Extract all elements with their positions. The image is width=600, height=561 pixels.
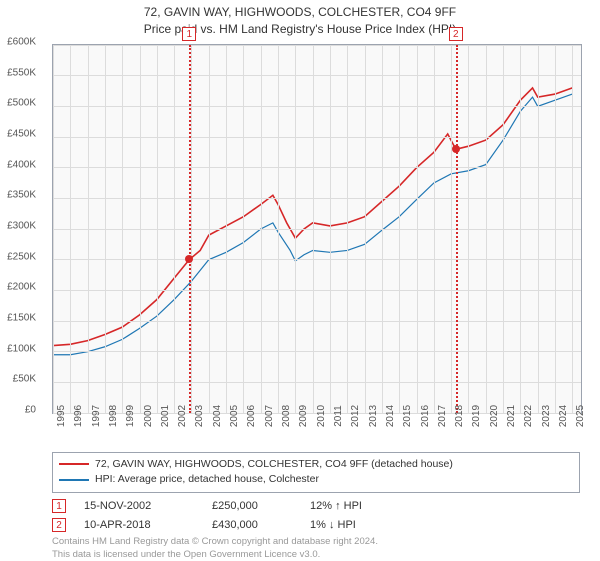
marker-line: [456, 45, 458, 413]
y-tick-label: £450K: [7, 129, 36, 140]
x-tick-label: 2000: [143, 404, 154, 426]
x-tick-label: 1996: [73, 404, 84, 426]
transaction-date: 15-NOV-2002: [84, 497, 194, 516]
x-tick-label: 2001: [160, 404, 171, 426]
x-tick-label: 1995: [56, 404, 67, 426]
y-tick-label: £500K: [7, 98, 36, 109]
transaction-badge: 2: [52, 518, 66, 532]
x-tick-label: 2022: [523, 404, 534, 426]
x-tick-label: 2023: [541, 404, 552, 426]
y-tick-label: £100K: [7, 343, 36, 354]
y-tick-label: £0: [25, 405, 36, 416]
y-tick-label: £250K: [7, 251, 36, 262]
x-tick-label: 2020: [489, 404, 500, 426]
x-tick-label: 2010: [316, 404, 327, 426]
x-axis: 1995199619971998199920002001200220032004…: [52, 414, 582, 448]
y-tick-label: £600K: [7, 37, 36, 48]
y-tick-label: £300K: [7, 221, 36, 232]
y-tick-label: £200K: [7, 282, 36, 293]
marker-dot: [452, 145, 460, 153]
x-tick-label: 1999: [125, 404, 136, 426]
marker-dot: [185, 255, 193, 263]
x-tick-label: 2014: [385, 404, 396, 426]
x-tick-label: 2004: [212, 404, 223, 426]
transaction-price: £430,000: [212, 516, 292, 535]
x-tick-label: 2003: [194, 404, 205, 426]
x-tick-label: 2002: [177, 404, 188, 426]
x-tick-label: 2018: [454, 404, 465, 426]
y-tick-label: £350K: [7, 190, 36, 201]
y-tick-label: £50K: [13, 374, 36, 385]
y-tick-label: £150K: [7, 313, 36, 324]
chart-title: 72, GAVIN WAY, HIGHWOODS, COLCHESTER, CO…: [10, 4, 590, 38]
x-tick-label: 2019: [471, 404, 482, 426]
x-tick-label: 2017: [437, 404, 448, 426]
x-tick-label: 2008: [281, 404, 292, 426]
marker-badge: 1: [182, 27, 196, 41]
y-tick-label: £550K: [7, 67, 36, 78]
x-tick-label: 2013: [368, 404, 379, 426]
legend-row: 72, GAVIN WAY, HIGHWOODS, COLCHESTER, CO…: [59, 457, 573, 473]
table-row: 2 10-APR-2018 £430,000 1% ↓ HPI: [52, 516, 580, 535]
chart-container: 72, GAVIN WAY, HIGHWOODS, COLCHESTER, CO…: [0, 0, 600, 560]
transaction-delta: 1% ↓ HPI: [310, 516, 390, 535]
x-tick-label: 1998: [108, 404, 119, 426]
legend-label-property: 72, GAVIN WAY, HIGHWOODS, COLCHESTER, CO…: [95, 457, 453, 473]
marker-line: [189, 45, 191, 413]
transaction-date: 10-APR-2018: [84, 516, 194, 535]
transaction-badge: 1: [52, 499, 66, 513]
x-tick-label: 2009: [298, 404, 309, 426]
x-tick-label: 2006: [246, 404, 257, 426]
legend-swatch-property: [59, 463, 89, 465]
x-tick-label: 2007: [264, 404, 275, 426]
table-row: 1 15-NOV-2002 £250,000 12% ↑ HPI: [52, 497, 580, 516]
copyright-line-1: Contains HM Land Registry data © Crown c…: [52, 536, 580, 548]
transaction-price: £250,000: [212, 497, 292, 516]
copyright: Contains HM Land Registry data © Crown c…: [52, 536, 580, 561]
legend-label-hpi: HPI: Average price, detached house, Colc…: [95, 472, 319, 488]
x-tick-label: 2021: [506, 404, 517, 426]
title-line-1: 72, GAVIN WAY, HIGHWOODS, COLCHESTER, CO…: [10, 4, 590, 21]
x-tick-label: 2016: [420, 404, 431, 426]
legend-row: HPI: Average price, detached house, Colc…: [59, 472, 573, 488]
legend: 72, GAVIN WAY, HIGHWOODS, COLCHESTER, CO…: [52, 452, 580, 494]
transaction-delta: 12% ↑ HPI: [310, 497, 390, 516]
y-tick-label: £400K: [7, 159, 36, 170]
legend-swatch-hpi: [59, 479, 89, 481]
x-tick-label: 1997: [91, 404, 102, 426]
y-axis: £0£50K£100K£150K£200K£250K£300K£350K£400…: [0, 42, 40, 412]
x-tick-label: 2024: [558, 404, 569, 426]
x-tick-label: 2015: [402, 404, 413, 426]
x-tick-label: 2025: [575, 404, 586, 426]
copyright-line-2: This data is licensed under the Open Gov…: [52, 549, 580, 561]
x-tick-label: 2011: [333, 405, 344, 427]
title-line-2: Price paid vs. HM Land Registry's House …: [10, 21, 590, 38]
x-tick-label: 2012: [350, 404, 361, 426]
plot-area: 12: [52, 44, 582, 414]
transactions-table: 1 15-NOV-2002 £250,000 12% ↑ HPI 2 10-AP…: [52, 497, 580, 534]
marker-badge: 2: [449, 27, 463, 41]
x-tick-label: 2005: [229, 404, 240, 426]
